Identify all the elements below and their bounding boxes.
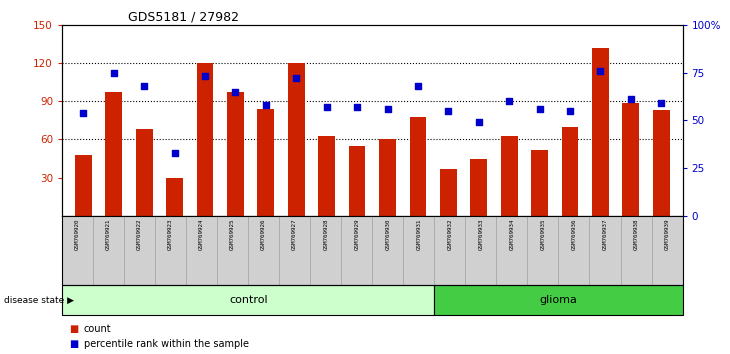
Point xyxy=(625,97,637,102)
Bar xyxy=(227,92,244,216)
Point xyxy=(169,150,180,156)
Bar xyxy=(196,63,213,216)
Bar xyxy=(470,159,487,216)
Point xyxy=(442,108,454,114)
Text: GSM769921: GSM769921 xyxy=(106,219,111,250)
Point xyxy=(473,119,485,125)
Text: GSM769935: GSM769935 xyxy=(540,219,545,250)
Point xyxy=(321,104,333,110)
Text: GSM769927: GSM769927 xyxy=(292,219,297,250)
Bar xyxy=(75,155,92,216)
Text: ■: ■ xyxy=(69,339,79,349)
Point xyxy=(77,110,89,115)
Point xyxy=(534,106,545,112)
Text: GSM769923: GSM769923 xyxy=(168,219,173,250)
Point xyxy=(108,70,120,75)
Text: GSM769937: GSM769937 xyxy=(602,219,607,250)
Bar xyxy=(105,92,122,216)
Bar xyxy=(136,129,153,216)
Point xyxy=(199,74,211,79)
Bar xyxy=(288,63,304,216)
Point xyxy=(291,75,302,81)
Bar xyxy=(653,110,669,216)
Text: GSM769926: GSM769926 xyxy=(261,219,266,250)
Text: GDS5181 / 27982: GDS5181 / 27982 xyxy=(128,11,239,24)
Bar xyxy=(318,136,335,216)
Text: GSM769920: GSM769920 xyxy=(75,219,80,250)
Point xyxy=(595,68,607,74)
Text: GSM769934: GSM769934 xyxy=(510,219,515,250)
Point xyxy=(382,106,393,112)
Text: GSM769933: GSM769933 xyxy=(478,219,483,250)
Point xyxy=(260,102,272,108)
Text: GSM769939: GSM769939 xyxy=(664,219,669,250)
Bar xyxy=(349,146,366,216)
Bar xyxy=(561,127,578,216)
Point xyxy=(656,100,667,106)
Text: ■: ■ xyxy=(69,324,79,334)
Bar xyxy=(410,116,426,216)
Point xyxy=(139,83,150,89)
Bar xyxy=(166,178,183,216)
Text: GSM769928: GSM769928 xyxy=(323,219,328,250)
Point xyxy=(564,108,576,114)
Bar xyxy=(379,139,396,216)
Text: glioma: glioma xyxy=(539,295,577,305)
Bar xyxy=(440,169,457,216)
Text: GSM769929: GSM769929 xyxy=(354,219,359,250)
Point xyxy=(230,89,242,95)
Text: GSM769936: GSM769936 xyxy=(572,219,577,250)
Point xyxy=(351,104,363,110)
Text: count: count xyxy=(84,324,112,334)
Text: disease state ▶: disease state ▶ xyxy=(4,296,74,304)
Text: GSM769932: GSM769932 xyxy=(447,219,453,250)
Bar xyxy=(501,136,518,216)
Bar xyxy=(592,48,609,216)
Text: percentile rank within the sample: percentile rank within the sample xyxy=(84,339,249,349)
Bar xyxy=(258,109,274,216)
Text: GSM769924: GSM769924 xyxy=(199,219,204,250)
Bar xyxy=(531,150,548,216)
Point xyxy=(504,98,515,104)
Text: control: control xyxy=(229,295,267,305)
Bar xyxy=(623,103,639,216)
Text: GSM769931: GSM769931 xyxy=(416,219,421,250)
Text: GSM769930: GSM769930 xyxy=(385,219,391,250)
Text: GSM769938: GSM769938 xyxy=(634,219,639,250)
Point xyxy=(412,83,424,89)
Text: GSM769922: GSM769922 xyxy=(137,219,142,250)
Text: GSM769925: GSM769925 xyxy=(230,219,235,250)
